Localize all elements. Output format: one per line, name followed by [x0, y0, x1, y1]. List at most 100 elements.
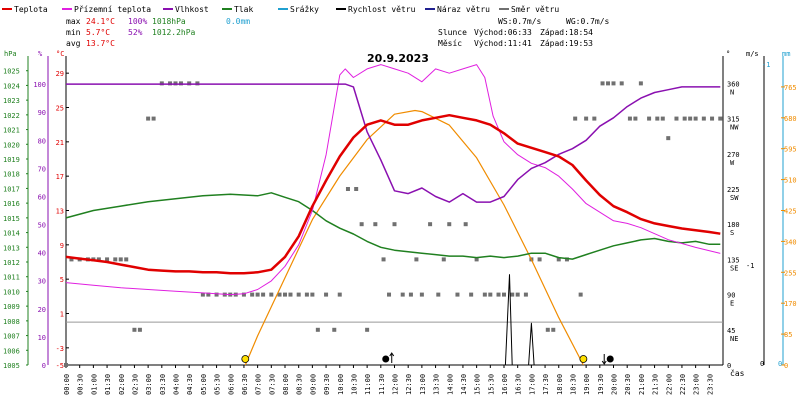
dir-point-27	[250, 292, 255, 297]
dir-point-77	[592, 116, 597, 121]
dir-point-88	[666, 136, 671, 141]
wind-speed-info: WS:0.7m/s	[498, 17, 542, 26]
tick-time-23: 11:30	[378, 374, 386, 395]
tick-hpa-1015: 1015	[3, 215, 20, 223]
tick-pct-100: 100	[33, 81, 46, 89]
stat-max-rain: 0.0mm	[226, 17, 250, 26]
chart-date-title: 20.9.2023	[367, 52, 429, 65]
dir-point-85	[647, 116, 652, 121]
dir-point-49	[400, 292, 405, 297]
tick-mm-0: 0	[778, 360, 782, 368]
dir-point-1	[69, 257, 74, 262]
legend-label-7: Směr větru	[511, 5, 559, 14]
dir-point-50	[408, 292, 413, 297]
tick-pct-20: 20	[38, 306, 46, 314]
dir-point-10	[132, 327, 137, 332]
dir-point-29	[261, 292, 266, 297]
tick-hpa-1021: 1021	[3, 127, 20, 135]
dir-point-43	[359, 222, 364, 227]
dir-point-9	[124, 257, 129, 262]
legend-label-0: Teplota	[14, 5, 48, 14]
dir-point-74	[573, 116, 578, 121]
tick-time-5: 02:30	[131, 374, 139, 395]
tick-time-21: 10:30	[350, 374, 358, 395]
tick-pct-10: 10	[38, 334, 46, 342]
tick-pct-30: 30	[38, 278, 46, 286]
tick-hpa-1010: 1010	[3, 288, 20, 296]
dir-point-58	[463, 222, 468, 227]
tick-sun-765: 765	[784, 84, 797, 92]
dir-point-0	[64, 363, 68, 367]
dir-point-37	[315, 327, 320, 332]
tick-dir-name-NW: NW	[730, 124, 739, 132]
tick-time-13: 06:30	[241, 374, 249, 395]
dir-point-80	[611, 81, 616, 86]
axis-unit-ms: m/s	[746, 50, 759, 58]
dir-point-94	[710, 116, 715, 121]
tick-pct-40: 40	[38, 250, 46, 258]
dir-point-40	[337, 292, 342, 297]
tick-dir-name-SE: SE	[730, 264, 738, 272]
tick-sun-425: 425	[784, 208, 797, 216]
tick-time-18: 09:00	[309, 374, 317, 395]
dir-point-60	[474, 257, 479, 262]
tick-time-15: 07:30	[268, 374, 276, 395]
tick-hpa-1024: 1024	[3, 82, 20, 90]
tick-time-4: 02:00	[118, 374, 126, 395]
tick-dir-name-N: N	[730, 88, 734, 96]
dir-point-73	[564, 257, 569, 262]
dir-point-13	[151, 116, 156, 121]
tick-temp-25: 25	[56, 105, 64, 113]
tick-time-20: 10:00	[337, 374, 345, 395]
stat-max-press: 1018hPa	[152, 17, 186, 26]
series-line-hum	[66, 83, 721, 203]
dir-point-6	[105, 257, 110, 262]
tick-sun-0: 0	[784, 362, 788, 370]
dir-point-22	[214, 292, 219, 297]
dir-point-91	[688, 116, 693, 121]
moonset-time: Západ:19:53	[540, 39, 593, 48]
tick-hpa-1013: 1013	[3, 244, 20, 252]
legend: Teplota Přízemní teplota Vlhkost Tlak Srážky…	[2, 5, 559, 14]
tick-hpa-1007: 1007	[3, 333, 20, 341]
tick-dir-name-W: W	[730, 159, 735, 167]
axis-unit-pct: %	[38, 50, 43, 58]
tick-dir-180: 180	[727, 221, 740, 229]
dir-point-76	[584, 116, 589, 121]
dir-point-66	[515, 292, 520, 297]
dir-point-5	[96, 257, 101, 262]
stat-min-hum: 52%	[128, 28, 143, 37]
tick-time-33: 16:30	[515, 374, 523, 395]
legend-label-3: Tlak	[234, 5, 253, 14]
tick-time-43: 21:30	[652, 374, 660, 395]
dir-point-84	[638, 81, 643, 86]
dir-point-92	[693, 116, 698, 121]
dir-point-12	[146, 116, 151, 121]
tick-temp-29: 29	[56, 70, 64, 78]
series-line-press	[65, 192, 721, 260]
tick-temp--3: -3	[56, 345, 64, 353]
dir-point-31	[277, 292, 282, 297]
astro-events	[241, 352, 614, 365]
legend-label-6: Náraz větru	[437, 5, 490, 14]
legend-label-1: Přízemní teplota	[74, 5, 151, 14]
dir-point-7	[113, 257, 118, 262]
dir-point-44	[365, 327, 370, 332]
dir-point-28	[255, 292, 260, 297]
legend-label-5: Rychlost větru	[348, 5, 416, 14]
tick-time-26: 13:00	[419, 374, 427, 395]
tick-dir-name-SW: SW	[730, 194, 739, 202]
tick-time-34: 17:00	[528, 374, 536, 395]
tick-temp-17: 17	[56, 173, 64, 181]
axes: hPa% °C ° m/s mmčas1025102410231022102110201…	[3, 50, 797, 395]
dir-point-33	[288, 292, 293, 297]
tick-time-16: 08:00	[282, 374, 290, 395]
dir-point-65	[510, 292, 515, 297]
dir-point-78	[600, 81, 605, 86]
tick-hpa-1020: 1020	[3, 141, 20, 149]
sunrise-marker	[241, 355, 250, 363]
tick-dir-name-NE: NE	[730, 335, 738, 343]
stat-max-temp: 24.1°C	[86, 17, 115, 26]
stat-avg-label: avg	[66, 39, 81, 48]
